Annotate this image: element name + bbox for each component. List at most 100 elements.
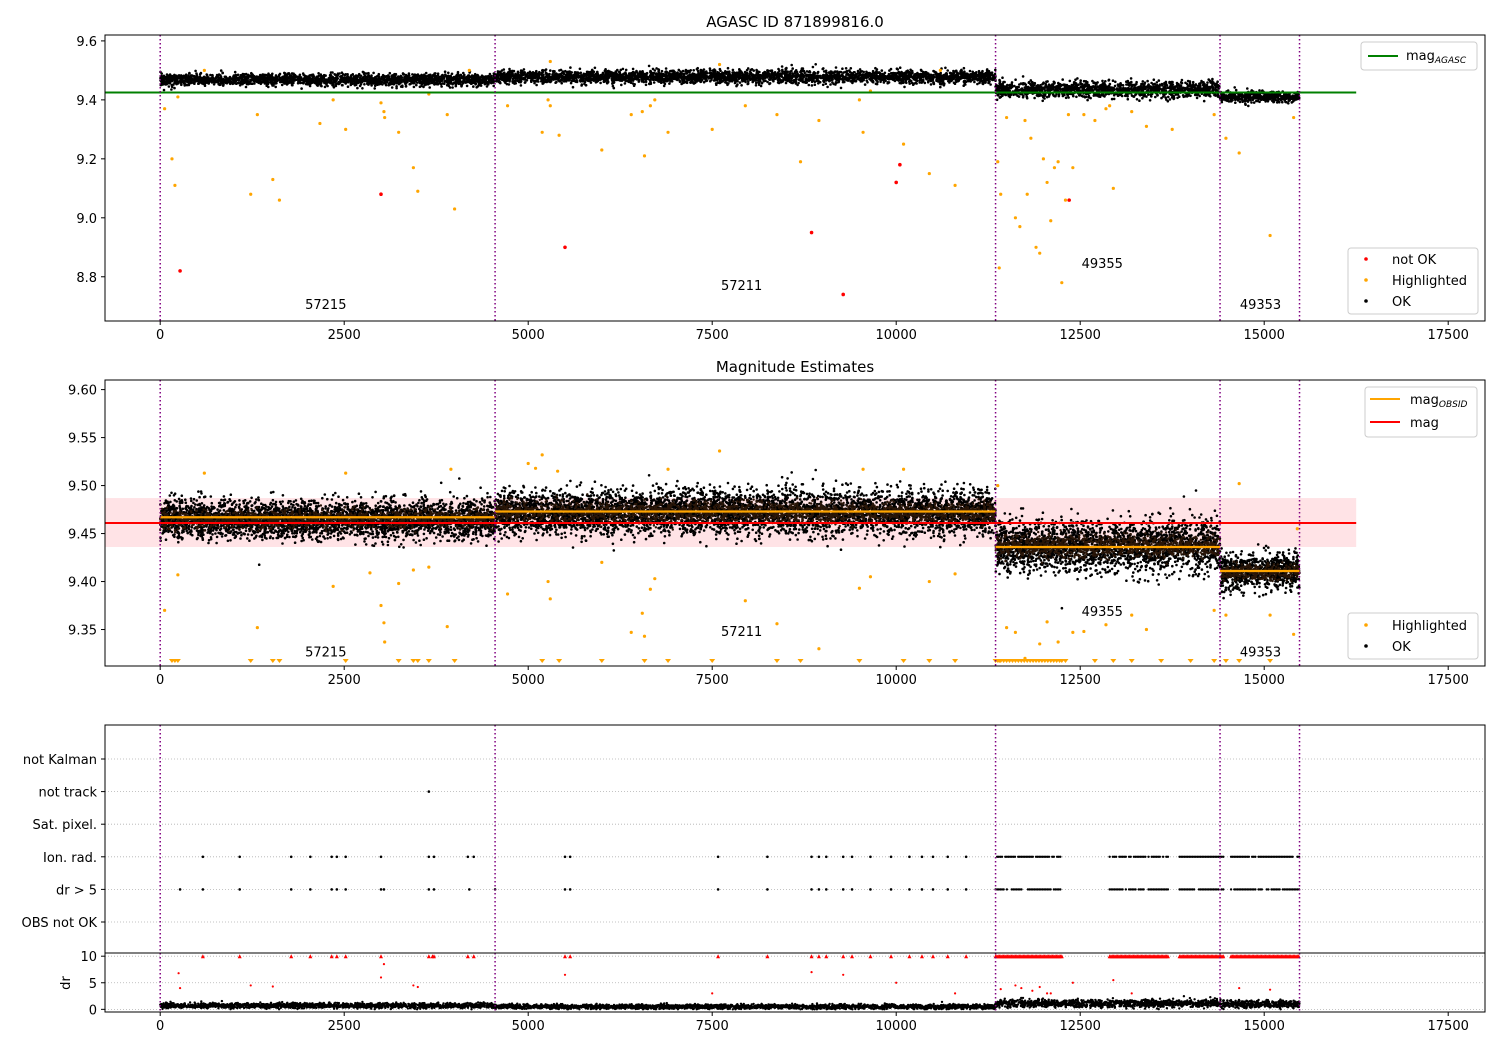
dr-ok-points — [994, 995, 1222, 1011]
estimates-clipped-marker — [1187, 659, 1194, 663]
flag-point — [427, 855, 431, 859]
dr-xtick-label: 2500 — [328, 1019, 361, 1034]
dr-clipped-marker — [200, 954, 205, 959]
agasc-highlighted-point — [1041, 157, 1045, 161]
dr-clipped-marker — [237, 954, 242, 959]
flag-point — [238, 888, 241, 891]
flags-category-label: Ion. rad. — [43, 851, 97, 866]
flag-point — [716, 888, 720, 891]
agasc-highlighted-point — [999, 192, 1003, 196]
flag-point — [1020, 888, 1023, 891]
flag-point — [1144, 855, 1147, 858]
estimates-clipped-marker — [414, 659, 421, 663]
estimates-highlighted-point — [642, 634, 647, 638]
dr-clipped-marker — [334, 954, 339, 959]
flag-point — [1134, 888, 1137, 891]
estimates-xtick-label: 12500 — [1060, 673, 1101, 688]
flags-category-label: dr > 5 — [56, 883, 97, 898]
flag-point — [1121, 888, 1124, 891]
flag-point — [427, 888, 431, 891]
dr-red-point — [1130, 992, 1133, 995]
estimates-highlighted-point — [382, 621, 386, 625]
estimates-clipped-marker — [598, 659, 605, 663]
estimates-obsid-label: 49355 — [1082, 605, 1123, 620]
flag-point — [1049, 888, 1052, 891]
agasc-ytick-label: 9.4 — [76, 94, 97, 109]
dr-red-point — [1014, 984, 1017, 987]
agasc-ytick-label: 8.8 — [76, 271, 97, 286]
dr-clipped-marker — [465, 954, 470, 959]
agasc-xtick-label: 5000 — [512, 328, 545, 343]
flag-point — [427, 790, 431, 793]
estimates-legend-bottom: Highlighted OK — [1347, 612, 1479, 660]
flag-point — [178, 888, 182, 891]
agasc-ytick-label: 9.2 — [76, 153, 97, 168]
dr-clipped-marker — [431, 954, 436, 959]
agasc-panel-title: AGASC ID 871899816.0 — [706, 13, 884, 31]
flag-point — [1002, 888, 1005, 891]
flag-point — [344, 888, 347, 891]
dr-red-point — [1020, 986, 1023, 990]
agasc-obsid-label: 49355 — [1082, 257, 1123, 272]
agasc-highlighted-point — [453, 207, 457, 211]
estimates-clipped-marker — [1236, 659, 1243, 663]
flag-point — [466, 855, 470, 859]
agasc-highlighted-point — [170, 157, 174, 161]
estimates-xtick-label: 5000 — [512, 673, 545, 688]
estimates-highlighted-point — [445, 625, 449, 629]
agasc-highlighted-point — [548, 104, 552, 108]
flag-point — [309, 888, 312, 891]
dr-red-point — [1238, 986, 1241, 990]
legend-mag: mag — [1410, 416, 1439, 431]
agasc-xtick-label: 10000 — [876, 328, 917, 343]
flag-point — [946, 855, 950, 859]
estimates-highlighted-point — [379, 603, 383, 608]
flag-point — [1124, 855, 1128, 858]
agasc-highlighted-point — [1029, 136, 1033, 140]
estimates-clipped-marker — [1267, 659, 1274, 663]
estimates-highlighted-point — [600, 560, 604, 564]
dr-red-point — [1268, 988, 1272, 991]
estimates-clipped-marker — [1062, 659, 1069, 663]
flag-point — [908, 855, 911, 859]
agasc-highlighted-point — [467, 68, 471, 72]
agasc-not-ok-point — [841, 292, 846, 297]
flag-point — [1166, 888, 1170, 891]
estimates-highlighted-point — [666, 467, 670, 471]
agasc-xtick-label: 2500 — [328, 328, 361, 343]
agasc-highlighted-point — [1005, 115, 1009, 120]
estimates-highlighted-point — [526, 461, 530, 466]
estimates-clipped-marker — [856, 659, 863, 663]
dr-red-point — [1049, 992, 1052, 995]
flag-point — [810, 888, 813, 891]
agasc-highlighted-point — [176, 95, 180, 99]
estimates-clipped-marker — [709, 659, 716, 663]
agasc-obsid-label: 57211 — [721, 279, 762, 294]
agasc-highlighted-point — [1025, 192, 1029, 196]
estimates-obsid-label: 57211 — [721, 625, 762, 640]
estimates-highlighted-point — [927, 579, 931, 584]
agasc-obsid-label: 57215 — [305, 298, 346, 313]
flag-point — [964, 855, 968, 859]
flag-point — [766, 855, 769, 859]
flag-point — [931, 855, 935, 859]
estimates-highlighted-point — [648, 587, 652, 591]
agasc-highlighted-point — [411, 166, 415, 170]
agasc-not-ok-point — [178, 269, 182, 273]
agasc-highlighted-point — [901, 142, 906, 146]
dr-clipped-marker — [1059, 954, 1064, 959]
agasc-highlighted-point — [318, 121, 322, 126]
agasc-highlighted-point — [255, 113, 259, 117]
agasc-highlighted-point — [640, 110, 644, 114]
flag-point — [920, 855, 924, 859]
flag-point — [379, 855, 383, 859]
estimates-xtick-label: 2500 — [328, 673, 361, 688]
dr-red-point — [382, 963, 386, 966]
flag-point — [766, 888, 769, 891]
flag-point — [1129, 855, 1132, 858]
agasc-highlighted-point — [1144, 124, 1149, 129]
flag-point — [1254, 855, 1257, 858]
estimates-panel: Magnitude Estimates 57215 57211 49355 49353… — [68, 358, 1486, 688]
agasc-highlighted-point — [1237, 151, 1241, 155]
